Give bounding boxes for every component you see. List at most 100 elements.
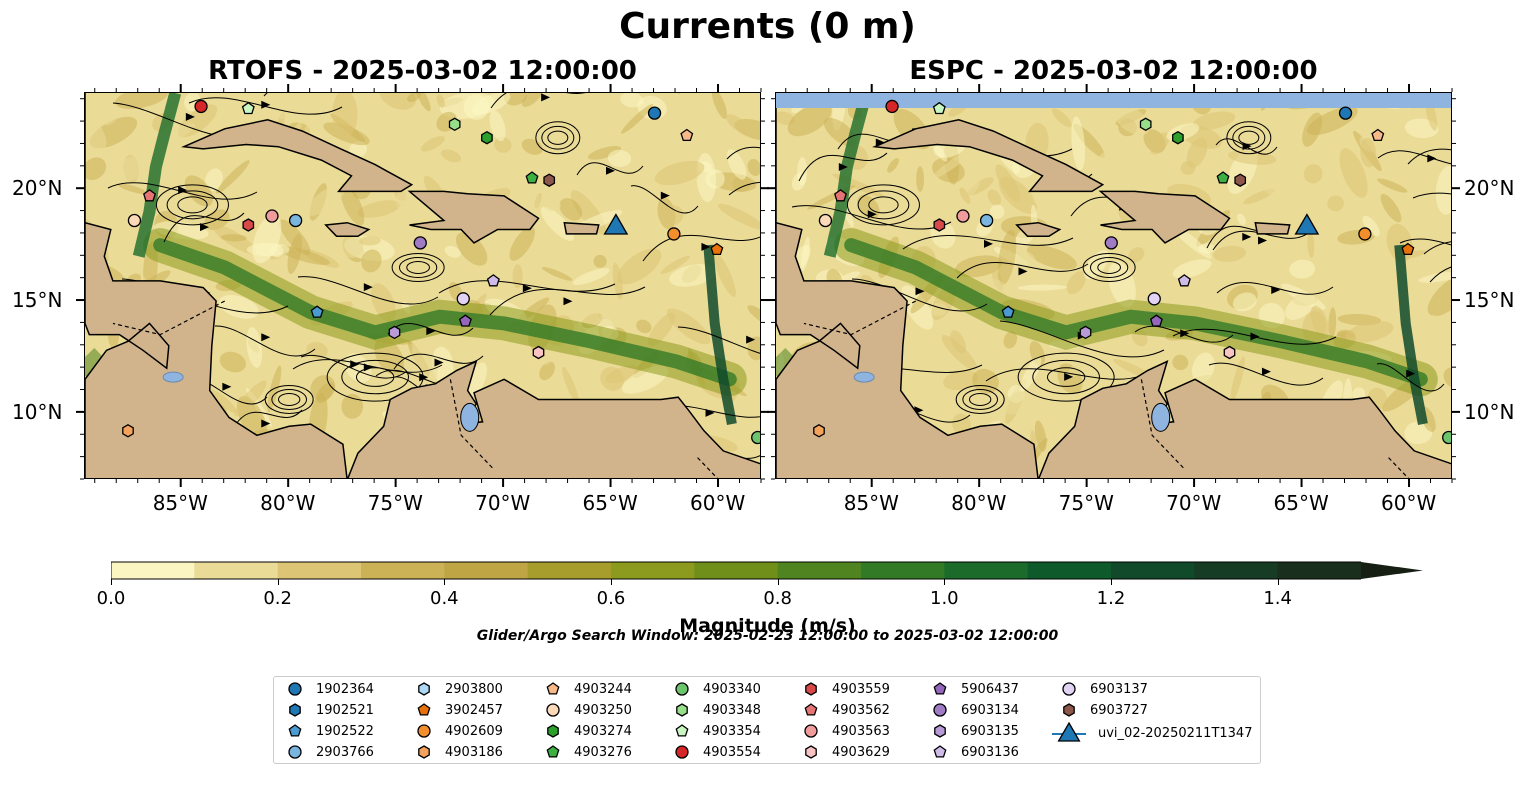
float-6903136 xyxy=(1177,274,1191,287)
search-window-note: Glider/Argo Search Window: 2025-02-23 12… xyxy=(476,628,1059,644)
colorbar-tick-mark xyxy=(777,579,779,585)
float-4902609 xyxy=(1358,227,1372,241)
colorbar-segment xyxy=(194,562,279,579)
float-1902522 xyxy=(310,305,324,318)
legend-marker xyxy=(675,682,689,696)
colorbar-segment xyxy=(1277,562,1362,579)
float-4903276 xyxy=(1216,171,1230,184)
legend-label: 4903250 xyxy=(574,702,632,718)
colorbar xyxy=(111,561,1423,580)
legend-marker xyxy=(289,703,301,717)
y-tick-label: 10°N xyxy=(12,399,63,424)
legend-label: 4903244 xyxy=(574,681,632,697)
x-tick-label: 60°W xyxy=(690,491,746,515)
float-6903135 xyxy=(1079,325,1092,340)
legend-marker-6903137 xyxy=(1062,682,1076,696)
legend-item-1902521: 1902521 xyxy=(286,702,374,718)
legend-label: 6903727 xyxy=(1090,702,1148,718)
float-3902457 xyxy=(1401,242,1415,256)
colorbar-tick-label: 0.2 xyxy=(263,588,292,609)
legend-marker-1902364 xyxy=(288,682,302,696)
legend-marker-4903244 xyxy=(546,682,560,695)
float-4903244 xyxy=(680,128,694,142)
x-tick-label: 85°W xyxy=(152,491,208,515)
legend-marker xyxy=(546,682,560,695)
legend-item-4903250: 4903250 xyxy=(544,702,632,718)
land xyxy=(776,93,1451,478)
float-4903354 xyxy=(932,101,946,115)
float-4903563 xyxy=(956,209,970,223)
legend-marker-4903274 xyxy=(547,724,559,738)
colorbar-tick-label: 0.6 xyxy=(596,588,626,609)
colorbar-label: Magnitude (m/s) xyxy=(679,615,856,637)
legend-marker xyxy=(805,745,817,759)
legend-label: 6903137 xyxy=(1090,681,1148,697)
x-tick-label: 70°W xyxy=(475,491,531,515)
rtofs-panel-title: RTOFS - 2025-03-02 12:00:00 xyxy=(208,56,637,86)
legend-marker-4903562 xyxy=(804,703,818,716)
y-tick-label: 15°N xyxy=(12,288,63,313)
legend-item-4903354: 4903354 xyxy=(673,723,761,739)
x-tick-label: 85°W xyxy=(843,491,899,515)
legend-item-5906437: 5906437 xyxy=(931,681,1019,697)
legend-marker-4903563 xyxy=(804,724,818,738)
colorbar-segment xyxy=(277,562,362,579)
legend-label: 3902457 xyxy=(445,702,503,718)
x-tick-label: 65°W xyxy=(1273,491,1329,515)
legend-label: 4903276 xyxy=(574,744,632,760)
glider-marker xyxy=(1294,213,1320,235)
legend-label: 4903340 xyxy=(703,681,761,697)
legend-label: 4903348 xyxy=(703,702,761,718)
legend-marker xyxy=(675,724,689,737)
legend-marker-4903348 xyxy=(676,703,688,717)
legend-marker xyxy=(676,703,688,717)
float-4903559 xyxy=(242,218,255,232)
colorbar-tick-label: 0.8 xyxy=(763,588,792,609)
legend-marker-6903727 xyxy=(1063,703,1075,717)
legend-marker-4903559 xyxy=(805,682,817,696)
float-4903276 xyxy=(525,171,539,184)
legend-marker xyxy=(546,703,560,717)
float-6903134 xyxy=(1104,236,1118,250)
legend-label: 4902609 xyxy=(445,723,503,739)
colorbar-tick-label: 0.4 xyxy=(430,588,459,609)
legend-marker xyxy=(805,682,817,696)
legend-item-4903554: 4903554 xyxy=(673,744,761,760)
legend-item-4903348: 4903348 xyxy=(673,702,761,718)
colorbar-segment xyxy=(694,562,779,579)
legend-marker-6903136 xyxy=(933,745,947,758)
legend-marker-4903250 xyxy=(546,703,560,717)
legend-label: 1902522 xyxy=(316,723,374,739)
legend-item-4903244: 4903244 xyxy=(544,681,632,697)
legend-marker-4903354 xyxy=(675,724,689,737)
colorbar-segment xyxy=(444,562,529,579)
float-4903340 xyxy=(751,430,760,445)
legend-marker xyxy=(288,724,302,737)
glider-marker xyxy=(603,213,629,235)
x-tick-label: 70°W xyxy=(1166,491,1222,515)
legend-item-4902609: 4902609 xyxy=(415,723,503,739)
legend-item-4903276: 4903276 xyxy=(544,744,632,760)
colorbar-segment xyxy=(861,562,945,579)
legend-marker xyxy=(1062,682,1076,696)
legend-label: 4903562 xyxy=(832,702,890,718)
legend: 1902364 1902521 1902522 2903766 2903800 39024… xyxy=(273,676,1261,764)
float-4903244 xyxy=(1371,128,1385,142)
colorbar-tick-mark xyxy=(444,579,446,585)
legend-marker-4903554 xyxy=(675,745,689,759)
colorbar-tick-mark xyxy=(611,579,612,585)
colorbar-tick-mark xyxy=(277,579,279,585)
legend-marker xyxy=(288,745,302,759)
legend-label: 4903186 xyxy=(445,744,503,760)
float-5906437 xyxy=(1149,314,1163,327)
colorbar-segment xyxy=(361,562,445,579)
float-1902364 xyxy=(647,106,662,120)
legend-item-6903136: 6903136 xyxy=(931,744,1019,760)
colorbar-tick-mark xyxy=(944,579,946,585)
float-2903766 xyxy=(288,213,303,228)
float-4903274 xyxy=(481,130,493,145)
float-1902522 xyxy=(1001,305,1015,318)
legend-marker xyxy=(934,724,946,738)
legend-marker-1902522 xyxy=(288,724,302,737)
rtofs-map-panel xyxy=(84,92,761,479)
